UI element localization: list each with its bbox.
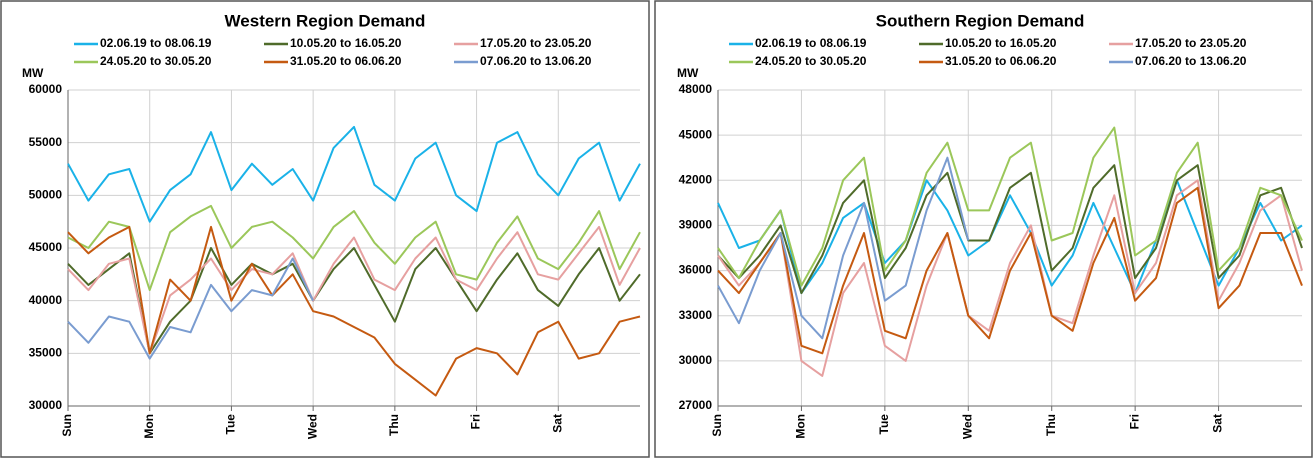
legend-label: 31.05.20 to 06.06.20 bbox=[290, 54, 402, 68]
y-tick-label: 40000 bbox=[29, 293, 63, 307]
legend-label: 10.05.20 to 16.05.20 bbox=[290, 36, 402, 50]
x-tick-label: Fri bbox=[1127, 414, 1141, 429]
y-axis-label: MW bbox=[22, 66, 44, 80]
legend-label: 10.05.20 to 16.05.20 bbox=[945, 36, 1057, 50]
series-line bbox=[67, 125, 641, 223]
legend-label: 02.06.19 to 08.06.19 bbox=[755, 36, 867, 50]
y-tick-label: 60000 bbox=[29, 82, 63, 96]
panel-border bbox=[0, 0, 650, 458]
series-line bbox=[717, 156, 970, 340]
chart-title: Western Region Demand bbox=[225, 11, 426, 30]
y-tick-label: 30000 bbox=[29, 398, 63, 412]
x-tick-label: Sat bbox=[550, 414, 564, 433]
y-tick-label: 45000 bbox=[29, 240, 63, 254]
x-tick-label: Sun bbox=[710, 414, 724, 437]
legend-label: 07.06.20 to 13.06.20 bbox=[1135, 54, 1247, 68]
x-tick-label: Wed bbox=[960, 414, 974, 439]
series-line bbox=[67, 257, 315, 360]
series-line bbox=[67, 225, 641, 355]
series-line bbox=[717, 126, 1303, 287]
series-line bbox=[717, 179, 1303, 377]
y-tick-label: 36000 bbox=[679, 263, 713, 277]
y-tick-label: 50000 bbox=[29, 188, 63, 202]
series-line bbox=[717, 179, 1303, 295]
x-tick-label: Sat bbox=[1211, 414, 1225, 433]
y-tick-label: 30000 bbox=[679, 353, 713, 367]
x-tick-label: Mon bbox=[142, 414, 156, 439]
x-tick-label: Fri bbox=[469, 414, 483, 429]
y-tick-label: 27000 bbox=[679, 398, 713, 412]
y-tick-label: 39000 bbox=[679, 218, 713, 232]
y-tick-label: 35000 bbox=[29, 346, 63, 360]
legend-label: 07.06.20 to 13.06.20 bbox=[480, 54, 592, 68]
chart-title: Southern Region Demand bbox=[876, 11, 1085, 30]
y-axis-label: MW bbox=[677, 66, 699, 80]
legend-label: 17.05.20 to 23.05.20 bbox=[480, 36, 592, 50]
x-tick-label: Wed bbox=[305, 414, 319, 439]
y-tick-label: 48000 bbox=[679, 82, 713, 96]
y-tick-label: 42000 bbox=[679, 172, 713, 186]
x-tick-label: Mon bbox=[794, 414, 808, 439]
x-tick-label: Thu bbox=[387, 414, 401, 436]
x-tick-label: Thu bbox=[1044, 414, 1058, 436]
series-line bbox=[717, 164, 1303, 295]
x-tick-label: Tue bbox=[224, 414, 238, 435]
legend-label: 17.05.20 to 23.05.20 bbox=[1135, 36, 1247, 50]
legend-label: 24.05.20 to 30.05.20 bbox=[100, 54, 212, 68]
panel-border bbox=[654, 0, 1313, 458]
y-tick-label: 45000 bbox=[679, 127, 713, 141]
series-line bbox=[67, 225, 641, 397]
y-tick-label: 33000 bbox=[679, 308, 713, 322]
legend-label: 31.05.20 to 06.06.20 bbox=[945, 54, 1057, 68]
legend-label: 24.05.20 to 30.05.20 bbox=[755, 54, 867, 68]
series-line bbox=[717, 186, 1303, 355]
x-tick-label: Tue bbox=[877, 414, 891, 435]
series-line bbox=[67, 247, 641, 355]
y-tick-label: 55000 bbox=[29, 135, 63, 149]
series-line bbox=[67, 204, 641, 292]
legend-label: 02.06.19 to 08.06.19 bbox=[100, 36, 212, 50]
x-tick-label: Sun bbox=[60, 414, 74, 437]
